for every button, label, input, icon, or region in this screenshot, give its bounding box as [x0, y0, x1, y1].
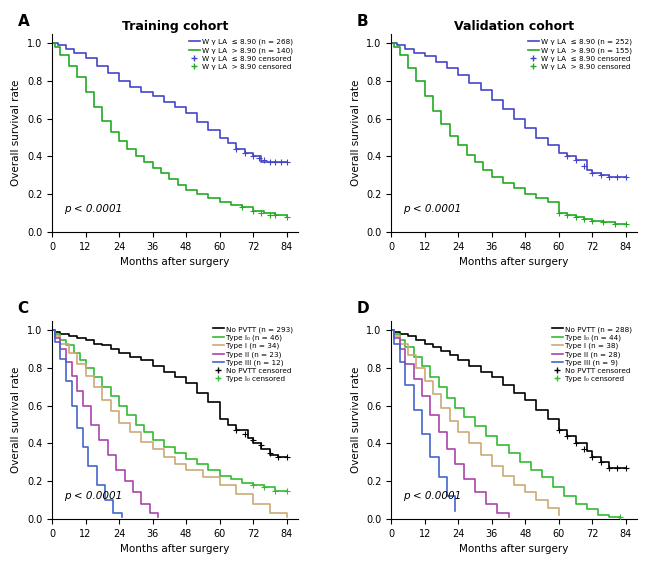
Point: [231, 144, 242, 153]
Point: [562, 431, 573, 440]
Y-axis label: Overall survival rate: Overall survival rate: [11, 80, 21, 186]
Point: [237, 203, 247, 212]
Text: p < 0.0001: p < 0.0001: [64, 204, 123, 214]
Point: [578, 214, 589, 223]
Point: [254, 154, 264, 163]
Point: [231, 426, 242, 435]
Point: [270, 210, 281, 219]
Point: [587, 452, 597, 461]
Point: [570, 439, 580, 448]
Point: [578, 444, 589, 453]
Point: [570, 212, 580, 221]
Legend: No PVTT (n = 288), Type I₀ (n = 44), Type I (n = 38), Type II (n = 28), Type III: No PVTT (n = 288), Type I₀ (n = 44), Typ…: [549, 323, 635, 385]
Point: [621, 220, 631, 229]
Point: [612, 173, 623, 182]
Text: B: B: [357, 14, 369, 29]
Point: [248, 206, 258, 215]
Point: [610, 220, 620, 229]
Point: [248, 152, 258, 161]
Y-axis label: Overall survival rate: Overall survival rate: [350, 80, 361, 186]
Point: [621, 464, 631, 473]
Point: [595, 458, 606, 467]
X-axis label: Months after surgery: Months after surgery: [120, 544, 229, 554]
Point: [562, 152, 573, 161]
Point: [256, 209, 266, 218]
Point: [578, 161, 589, 170]
Point: [265, 157, 275, 166]
Text: A: A: [18, 14, 29, 29]
Text: D: D: [357, 301, 369, 316]
Point: [621, 173, 631, 182]
Point: [259, 482, 270, 491]
Legend: W γ LA  ≤ 8.90 (n = 252), W γ LA  > 8.90 (n = 155), W γ LA  ≤ 8.90 censored, W γ: W γ LA ≤ 8.90 (n = 252), W γ LA > 8.90 (…: [525, 36, 635, 72]
X-axis label: Months after surgery: Months after surgery: [460, 257, 569, 267]
Title: Validation cohort: Validation cohort: [454, 20, 574, 33]
Point: [604, 173, 614, 182]
X-axis label: Months after surgery: Months after surgery: [460, 544, 569, 554]
Text: p < 0.0001: p < 0.0001: [64, 491, 123, 501]
Point: [265, 448, 275, 457]
Text: p < 0.0001: p < 0.0001: [404, 491, 461, 501]
Title: Training cohort: Training cohort: [122, 20, 228, 33]
Point: [281, 212, 292, 221]
Point: [570, 156, 580, 165]
Legend: W γ LA  ≤ 8.90 (n = 268), W γ LA  > 8.90 (n = 140), W γ LA  ≤ 8.90 censored, W γ: W γ LA ≤ 8.90 (n = 268), W γ LA > 8.90 (…: [186, 36, 296, 72]
Point: [612, 464, 623, 473]
Point: [256, 441, 266, 450]
Point: [615, 513, 625, 522]
Point: [604, 464, 614, 473]
Point: [587, 169, 597, 178]
Point: [273, 452, 283, 461]
Text: p < 0.0001: p < 0.0001: [404, 204, 461, 214]
Point: [595, 171, 606, 180]
Y-axis label: Overall survival rate: Overall survival rate: [11, 367, 21, 473]
Point: [240, 148, 250, 157]
Point: [270, 486, 281, 495]
Point: [248, 435, 258, 444]
Point: [240, 430, 250, 439]
Point: [270, 157, 281, 166]
Point: [562, 210, 573, 219]
Point: [265, 210, 275, 219]
Point: [598, 218, 608, 227]
Text: C: C: [18, 301, 29, 316]
Legend: No PVTT (n = 293), Type I₀ (n = 46), Type I (n = 34), Type II (n = 23), Type III: No PVTT (n = 293), Type I₀ (n = 46), Typ…: [210, 323, 296, 385]
Y-axis label: Overall survival rate: Overall survival rate: [350, 367, 361, 473]
Point: [276, 157, 286, 166]
Point: [281, 157, 292, 166]
Point: [587, 216, 597, 225]
Point: [248, 481, 258, 490]
Point: [554, 426, 564, 435]
Point: [259, 156, 270, 165]
Point: [281, 452, 292, 461]
Point: [281, 486, 292, 495]
X-axis label: Months after surgery: Months after surgery: [120, 257, 229, 267]
Point: [554, 209, 564, 218]
